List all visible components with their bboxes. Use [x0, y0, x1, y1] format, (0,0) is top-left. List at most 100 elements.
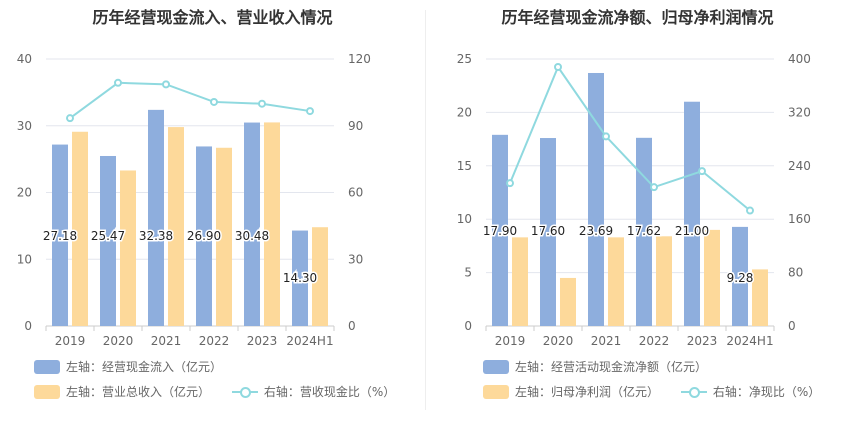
y-left-tick-label: 15 [457, 159, 472, 173]
bar [492, 134, 508, 326]
y-right-tick-label: 320 [788, 105, 811, 119]
y-left-tick-label: 20 [17, 186, 32, 200]
legend-item-net-cash[interactable]: 左轴：经营活动现金流净额（亿元） [483, 358, 707, 375]
legend-swatch-inflow [34, 359, 60, 374]
bar [732, 226, 748, 326]
x-tick-label: 2021 [151, 334, 182, 348]
y-right-tick-label: 30 [348, 252, 363, 266]
legend-row-2-right: 左轴：归母净利润（亿元） 右轴：净现比（%） [483, 383, 838, 402]
line-series [509, 64, 751, 212]
bar [72, 131, 88, 326]
chart-title-left: 历年经营现金流入、营业收入情况 [92, 8, 333, 27]
line-series [69, 81, 311, 119]
data-label: 26.90 [187, 229, 221, 243]
line-point [650, 183, 658, 192]
legend-line-icon-cash-ratio [231, 385, 258, 399]
data-label: 14.30 [283, 271, 317, 285]
y-right-tick-label: 80 [788, 266, 803, 280]
bar [196, 146, 212, 326]
line-point [554, 63, 562, 72]
legend-label-net-cash: 左轴：经营活动现金流净额（亿元） [515, 360, 708, 374]
bar [52, 144, 68, 326]
line-point [698, 167, 706, 176]
x-tick-label: 2020 [543, 334, 574, 348]
legend-label-net-cash-ratio: 右轴：净现比（%） [712, 385, 821, 399]
legend-swatch-revenue [34, 384, 60, 399]
bar [244, 122, 260, 327]
data-label: 25.47 [91, 229, 125, 243]
x-tick-label: 2021 [591, 334, 622, 348]
y-left-tick-label: 20 [457, 105, 472, 119]
bar [608, 237, 624, 326]
bar [588, 72, 604, 326]
y-left-tick-label: 10 [17, 252, 32, 266]
bar [540, 138, 556, 326]
y-right-tick-label: 60 [348, 186, 363, 200]
bar [560, 277, 576, 326]
legend-item-net-cash-ratio[interactable]: 右轴：净现比（%） [680, 383, 821, 400]
data-label: 9.28 [727, 271, 754, 285]
y-left-tick-label: 0 [24, 319, 32, 333]
data-label: 17.62 [627, 224, 661, 238]
y-right-tick-label: 90 [348, 119, 363, 133]
y-right-tick-label: 160 [788, 212, 811, 226]
data-label: 17.90 [483, 224, 517, 238]
y-right-tick-label: 400 [788, 52, 811, 66]
bar [656, 236, 672, 326]
data-label: 17.60 [531, 224, 565, 238]
x-tick-label: 2023 [247, 334, 278, 348]
legend-item-net-profit[interactable]: 左轴：归母净利润（亿元） [483, 383, 659, 400]
legend-item-revenue[interactable]: 左轴：营业总收入（亿元） [34, 383, 210, 400]
x-tick-label: 2022 [639, 334, 670, 348]
chart-panel-left: 历年经营现金流入、营业收入情况 0 10 20 30 40 0 30 60 90 120 2019 2… [17, 8, 413, 402]
y-left-tick-label: 40 [17, 52, 32, 66]
x-tick-label: 2020 [103, 334, 134, 348]
legend-label-net-profit: 左轴：归母净利润（亿元） [515, 385, 660, 399]
legend-label-revenue: 左轴：营业总收入（亿元） [66, 385, 211, 399]
bar [292, 230, 308, 326]
x-tick-label: 2024H1 [286, 334, 333, 348]
bar [148, 109, 164, 327]
line-point [114, 78, 122, 87]
y-left-tick-label: 25 [457, 52, 472, 66]
bar [168, 127, 184, 327]
legend-item-cash-ratio[interactable]: 右轴：营收现金比（%） [231, 383, 395, 400]
legend-row-2-left: 左轴：营业总收入（亿元） 右轴：营收现金比（%） [34, 383, 413, 402]
legend-label-inflow: 左轴：经营现金流入（亿元） [66, 360, 223, 374]
y-left-tick-label: 30 [17, 119, 32, 133]
x-tick-label: 2022 [199, 334, 230, 348]
legend-row-1-left: 左轴：经营现金流入（亿元） [34, 358, 240, 377]
y-left-tick-label: 5 [464, 266, 472, 280]
line-point [258, 99, 266, 108]
y-left-tick-label: 0 [464, 319, 472, 333]
bar [100, 155, 116, 326]
panel-divider [425, 10, 426, 410]
legend-line-icon-net-cash-ratio [680, 385, 707, 399]
chart-title-right: 历年经营现金流净额、归母净利润情况 [501, 8, 774, 27]
y-right-tick-label: 240 [788, 159, 811, 173]
y-right-tick-label: 0 [788, 319, 796, 333]
chart-panel-right: 历年经营现金流净额、归母净利润情况 0 5 10 15 20 25 0 80 160 240 320… [425, 0, 850, 437]
bar [120, 170, 136, 326]
bar [216, 147, 232, 326]
legend-swatch-net-cash [483, 359, 509, 374]
data-label: 32.38 [139, 229, 173, 243]
legend-swatch-net-profit [483, 384, 509, 399]
chart-left: 0 10 20 30 40 0 30 60 90 120 2019 2020 2021 2022 2023 2… [17, 52, 371, 348]
legend-item-inflow[interactable]: 左轴：经营现金流入（亿元） [34, 358, 222, 375]
bar [312, 227, 328, 326]
legend-row-1-right: 左轴：经营活动现金流净额（亿元） [483, 358, 725, 377]
data-label: 27.18 [43, 229, 77, 243]
line-point [162, 80, 170, 89]
data-label: 23.69 [579, 224, 613, 238]
x-tick-label: 2019 [495, 334, 526, 348]
line-point [746, 206, 754, 215]
y-left-tick-label: 10 [457, 212, 472, 226]
y-right-tick-label: 120 [348, 52, 371, 66]
bar [752, 269, 768, 326]
bar [264, 122, 280, 326]
data-label: 21.00 [675, 224, 709, 238]
line-point [210, 97, 218, 106]
line-point [66, 114, 74, 123]
x-tick-label: 2023 [687, 334, 718, 348]
